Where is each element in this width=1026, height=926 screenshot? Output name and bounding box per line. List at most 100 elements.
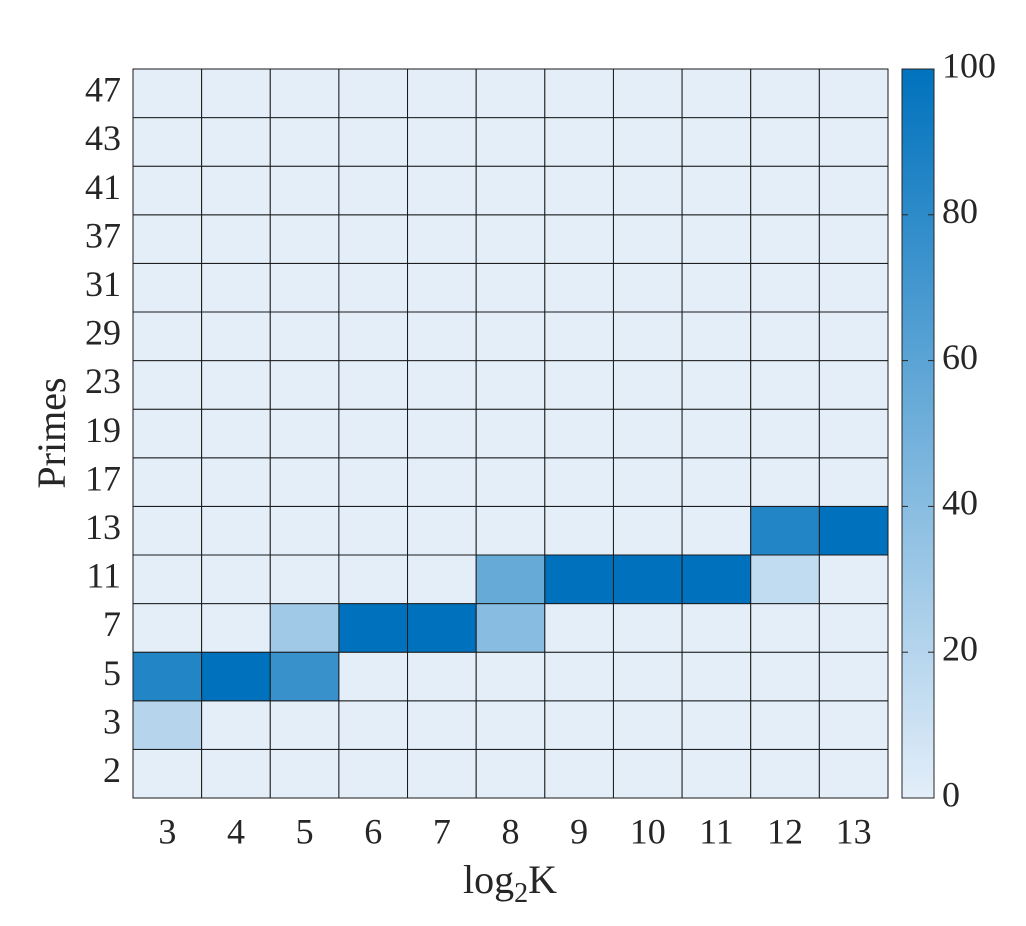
heatmap-cell: [269, 457, 340, 507]
heatmap-cell: [132, 554, 203, 605]
heatmap-cell: [681, 117, 752, 167]
heatmap-cell: [612, 505, 683, 556]
colorbar-tick-label: 80: [942, 191, 978, 231]
y-tick-label: 31: [85, 264, 121, 304]
heatmap-cell: [750, 554, 820, 605]
heatmap-cell: [269, 68, 340, 119]
heatmap-cell: [750, 165, 820, 216]
heatmap-cell: [338, 700, 409, 750]
heatmap-cell: [132, 214, 203, 264]
heatmap-cell: [544, 165, 614, 216]
heatmap-cell: [612, 117, 683, 167]
heatmap-cell: [612, 311, 683, 362]
heatmap-cell: [475, 505, 546, 556]
heatmap-cell: [132, 651, 203, 702]
colorbar-tick-label: 20: [942, 628, 978, 668]
heatmap-cell: [612, 748, 683, 799]
x-title-part: log: [463, 857, 514, 902]
heatmap-cell: [544, 554, 614, 605]
heatmap-cell: [612, 603, 683, 653]
heatmap-cell: [201, 68, 271, 119]
heatmap-cell: [818, 700, 889, 750]
heatmap-cell: [612, 68, 683, 119]
heatmap-cell: [750, 262, 820, 313]
colorbar-tick-label: 60: [942, 337, 978, 377]
heatmap-cell: [750, 408, 820, 459]
heatmap-cell: [269, 117, 340, 167]
y-tick-label: 2: [103, 750, 121, 790]
heatmap-cell: [475, 360, 546, 410]
heatmap-cell: [132, 748, 203, 799]
heatmap-cell: [132, 311, 203, 362]
x-tick-label: 4: [227, 811, 245, 851]
heatmap-cell: [681, 748, 752, 799]
heatmap-cell: [750, 311, 820, 362]
y-tick-label: 43: [85, 118, 121, 158]
heatmap-cell: [338, 311, 409, 362]
x-tick-label: 8: [502, 811, 520, 851]
heatmap-cell: [132, 262, 203, 313]
heatmap-cell: [269, 603, 340, 653]
heatmap-cell: [338, 651, 409, 702]
y-tick-label: 37: [85, 215, 121, 255]
heatmap-cell: [475, 700, 546, 750]
heatmap-cell: [818, 165, 889, 216]
heatmap-cell: [681, 68, 752, 119]
heatmap-cell: [475, 165, 546, 216]
heatmap-cell: [407, 214, 477, 264]
heatmap-cell: [407, 165, 477, 216]
heatmap-cell: [269, 748, 340, 799]
heatmap-cell: [201, 408, 271, 459]
heatmap-cell: [750, 68, 820, 119]
heatmap-cell: [681, 408, 752, 459]
heatmap-cell: [132, 700, 203, 750]
heatmap-cell: [407, 700, 477, 750]
heatmap-cell: [407, 360, 477, 410]
heatmap-cell: [475, 457, 546, 507]
y-tick-label: 7: [103, 604, 121, 644]
heatmap-cell: [612, 554, 683, 605]
heatmap-cell: [475, 311, 546, 362]
heatmap-cell: [338, 262, 409, 313]
heatmap-cell: [544, 651, 614, 702]
x-tick-label: 3: [158, 811, 176, 851]
heatmap-cell: [407, 117, 477, 167]
heatmap-cell: [475, 262, 546, 313]
x-tick-label: 13: [836, 811, 872, 851]
y-tick-label: 19: [85, 410, 121, 450]
heatmap-cell: [269, 360, 340, 410]
heatmap-cell: [544, 700, 614, 750]
heatmap-cell: [612, 165, 683, 216]
y-tick-label: 23: [85, 361, 121, 401]
heatmap-cell: [407, 68, 477, 119]
y-tick-label: 3: [103, 701, 121, 741]
heatmap-cell: [818, 651, 889, 702]
heatmap-cell: [681, 700, 752, 750]
heatmap-cell: [475, 554, 546, 605]
x-axis-title: log2K: [463, 857, 557, 909]
heatmap-cell: [818, 117, 889, 167]
x-title-part: K: [528, 857, 557, 902]
heatmap-cell: [750, 117, 820, 167]
heatmap-cell: [612, 262, 683, 313]
heatmap-cell: [475, 214, 546, 264]
colorbar-tick-label: 0: [942, 774, 960, 814]
heatmap-cell: [132, 68, 203, 119]
heatmap-cell: [338, 68, 409, 119]
heatmap-cell: [407, 311, 477, 362]
heatmap-cell: [201, 554, 271, 605]
heatmap-cell: [818, 262, 889, 313]
heatmap-cell: [475, 68, 546, 119]
heatmap-cell: [132, 408, 203, 459]
heatmap-cell: [544, 505, 614, 556]
x-tick-label: 12: [767, 811, 803, 851]
x-tick-label: 7: [433, 811, 451, 851]
heatmap-cell: [407, 457, 477, 507]
heatmap-cell: [132, 165, 203, 216]
heatmap-cell: [544, 262, 614, 313]
heatmap-cell: [612, 360, 683, 410]
heatmap-cell: [818, 68, 889, 119]
heatmap-cell: [132, 360, 203, 410]
heatmap-cell: [201, 360, 271, 410]
